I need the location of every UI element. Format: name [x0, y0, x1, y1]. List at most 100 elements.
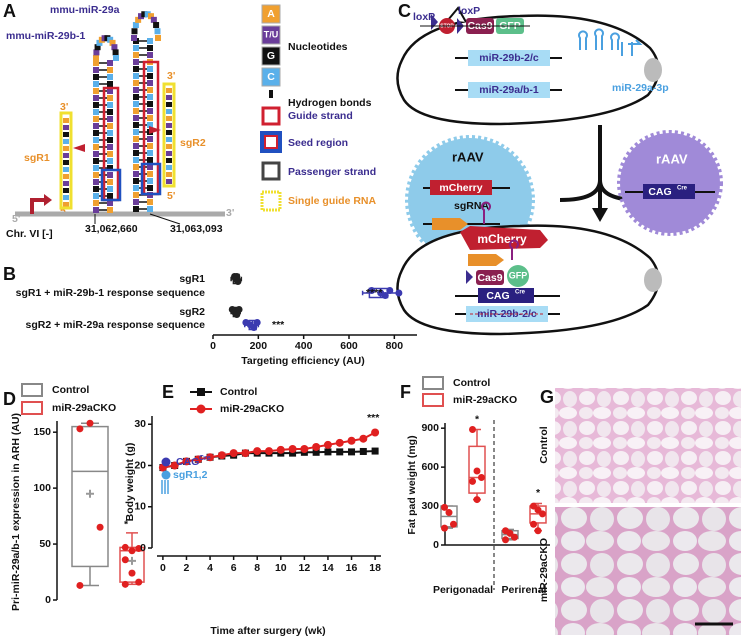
legend-label: Guide strand [288, 110, 353, 122]
sgrna-nucleotide [63, 181, 69, 186]
nucleotide [93, 179, 99, 185]
legend-label: miR-29aCKO [220, 403, 284, 415]
nucleotide [93, 123, 99, 129]
label: mCherry [477, 232, 527, 246]
nucleotide [133, 45, 139, 51]
sgrna-nucleotide [63, 132, 69, 137]
data-point [395, 289, 403, 297]
marker [300, 445, 309, 453]
y-tick-label: 50 [39, 538, 51, 550]
cut-arrow [149, 126, 161, 134]
x-tick-label: 2 [184, 562, 190, 574]
nucleotide [107, 200, 113, 206]
data-point [76, 581, 84, 589]
nucleotide [147, 101, 153, 107]
legend: A T/U G C Nucleotides Hydrogen bonds Gui… [260, 4, 377, 212]
label: GFP [509, 270, 528, 280]
label: mCherry [439, 182, 482, 194]
nucleotide [133, 108, 139, 114]
legend-swatch [21, 401, 43, 415]
marker [194, 455, 203, 464]
sgrna-box [432, 218, 468, 230]
nucleotide [138, 13, 145, 20]
sgrna-nucleotide [166, 102, 172, 107]
marker [312, 442, 321, 451]
label: Cre [515, 290, 526, 296]
cag-box [478, 288, 534, 303]
gene-box [468, 82, 550, 98]
nucleotide [131, 28, 138, 35]
marker [265, 447, 273, 456]
data-point [235, 305, 243, 313]
data-point [510, 533, 518, 541]
tss-arrow [30, 198, 44, 214]
category-label: sgR1 + miR-29b-1 response sequence [16, 287, 206, 299]
data-point [530, 520, 538, 528]
category-label: sgR2 + miR-29a response sequence [26, 319, 206, 331]
category-label: sgR2 [179, 306, 205, 318]
nucleotide [107, 36, 114, 43]
data-point [135, 545, 143, 553]
nucleotide [93, 158, 99, 164]
sgrna-nucleotide [63, 202, 69, 207]
nucleotide [147, 94, 153, 100]
marker [206, 453, 215, 462]
panel-label: B [3, 264, 16, 284]
annotation-dot [161, 470, 171, 480]
nucleotide [93, 186, 99, 192]
nucleotide [93, 200, 99, 206]
nucleotide [112, 49, 119, 56]
nucleotide [147, 45, 153, 51]
legend-label: A [267, 8, 275, 20]
nucleotide [93, 55, 99, 61]
mean-marker [128, 556, 136, 565]
data-point [76, 425, 84, 433]
marker [336, 448, 344, 456]
nucleotide [133, 59, 139, 65]
marker [217, 451, 226, 460]
nucleotide [107, 193, 113, 199]
data-point [121, 556, 129, 564]
nucleotide [107, 179, 113, 185]
nucleotide [147, 66, 153, 72]
nucleotide [133, 157, 139, 163]
nucleotide [150, 16, 157, 23]
sgrna-nucleotide [166, 109, 172, 114]
sgrna-icon [481, 201, 491, 224]
data-point [368, 286, 376, 294]
nucleotide [133, 101, 139, 107]
sgrna-outline [162, 82, 176, 188]
legend-swatch [261, 106, 281, 126]
legend-swatch [264, 135, 278, 149]
mouse-nose [644, 58, 662, 82]
annotation-dot [161, 457, 171, 467]
data-point [128, 569, 136, 577]
label: loxP [458, 5, 480, 17]
panel-label: F [400, 382, 411, 402]
nucleotide [147, 87, 153, 93]
x-tick-label: 8 [254, 562, 260, 574]
sgrna-nucleotide [166, 172, 172, 177]
nucleotide [93, 67, 99, 73]
label: rAAV [452, 149, 484, 164]
marker [241, 449, 250, 458]
nucleotide [107, 109, 113, 115]
significance: * [536, 487, 541, 499]
nucleotide [147, 80, 153, 86]
y-tick-label: 30 [134, 418, 146, 430]
nucleotide [147, 108, 153, 114]
data-point [473, 496, 481, 504]
legend-swatch [196, 404, 206, 414]
x-tick-label: 600 [340, 340, 358, 352]
label: sgRNA [454, 200, 489, 212]
legend-swatch [197, 388, 205, 396]
nucleotide [133, 66, 139, 72]
sgrna-nucleotide [166, 137, 172, 142]
nucleotide [107, 186, 113, 192]
marker [229, 449, 238, 458]
nucleotide [93, 74, 99, 80]
nucleotide [107, 116, 113, 122]
y-tick-label: 0 [140, 542, 146, 554]
marker [347, 436, 356, 445]
legend-swatch [261, 161, 281, 181]
